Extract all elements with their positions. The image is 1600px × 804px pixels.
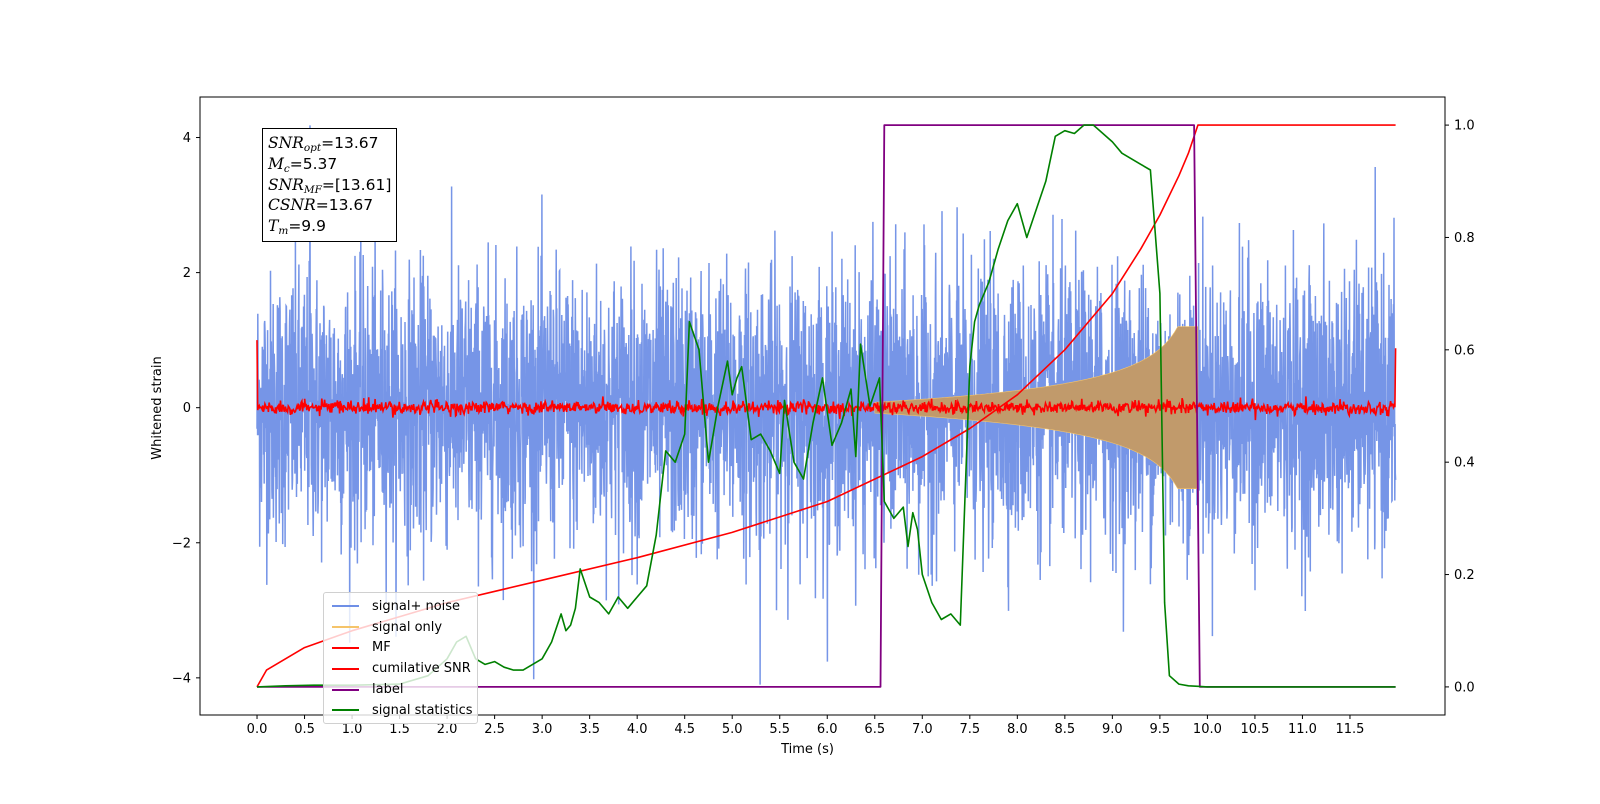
annotation-csnr: CSNR=13.67 <box>268 196 374 215</box>
plot-frame <box>199 96 1446 716</box>
x-tick-label: 11.5 <box>1335 722 1364 737</box>
annotation-csnr-value: =13.67 <box>315 196 374 215</box>
legend-label: signal statistics <box>372 702 473 718</box>
legend-item-label: label <box>324 679 477 700</box>
y-right-tick-label: 0.0 <box>1454 680 1475 695</box>
y-right-tick-label: 0.6 <box>1454 343 1475 358</box>
y-left-tick-label: 2 <box>183 266 191 281</box>
x-tick-label: 0.0 <box>247 722 268 737</box>
legend-item-mf: MF <box>324 638 477 659</box>
x-tick-label: 10.5 <box>1240 722 1269 737</box>
legend-swatch <box>332 709 359 712</box>
x-tick-label: 2.5 <box>484 722 505 737</box>
legend-item-signal-only: signal only <box>324 617 477 638</box>
legend-label: cumilative SNR <box>372 661 471 677</box>
y-left-tick-label: 0 <box>183 401 191 416</box>
x-tick-label: 5.0 <box>722 722 743 737</box>
plot-area <box>256 124 1397 688</box>
snr-annotation-box: SNRopt=13.67 Mc=5.37 SNRMF=[13.61] CSNR=… <box>262 128 398 242</box>
y-left-tick-label: −4 <box>172 671 191 686</box>
legend-label: signal only <box>372 619 443 635</box>
x-tick-label: 7.0 <box>912 722 933 737</box>
legend-swatch <box>332 688 359 691</box>
legend-item-signal-statistics: signal statistics <box>324 700 477 721</box>
x-tick-label: 9.0 <box>1102 722 1123 737</box>
x-tick-label: 4.0 <box>627 722 648 737</box>
y-right-tick-label: 0.8 <box>1454 231 1475 246</box>
legend-item-cumulative-snr: cumilative SNR <box>324 658 477 679</box>
x-tick-label: 6.0 <box>817 722 838 737</box>
legend-swatch <box>332 626 359 629</box>
x-tick-label: 8.5 <box>1055 722 1076 737</box>
series-signal-statistics-line <box>256 124 1396 688</box>
x-tick-label: 6.5 <box>864 722 885 737</box>
y-right-tick-label: 0.2 <box>1454 568 1475 583</box>
y-axis-label: Whitened strain <box>150 356 165 459</box>
legend-label: label <box>372 682 404 698</box>
x-tick-label: 1.0 <box>342 722 363 737</box>
annotation-snr-mf-value: =[13.61] <box>321 175 392 194</box>
y-right-tick-label: 0.4 <box>1454 456 1475 471</box>
annotation-snr-opt: SNRopt=13.67 <box>268 134 379 154</box>
annotation-mc-value: =5.37 <box>289 154 338 173</box>
annotation-tm: Tm=9.9 <box>268 217 326 238</box>
legend-swatch <box>332 605 359 608</box>
annotation-snr-opt-value: =13.67 <box>321 134 379 152</box>
x-axis-label: Time (s) <box>780 742 834 757</box>
x-tick-label: 5.5 <box>769 722 790 737</box>
x-tick-label: 11.0 <box>1288 722 1317 737</box>
legend-label: signal+ noise <box>372 598 461 614</box>
annotation-mc: Mc=5.37 <box>268 154 338 175</box>
x-tick-label: 3.5 <box>579 722 600 737</box>
x-tick-label: 2.0 <box>437 722 458 737</box>
x-tick-label: 1.5 <box>389 722 410 737</box>
legend: signal+ noise signal only MF cumilative … <box>323 592 478 724</box>
y-left-tick-label: −2 <box>172 536 191 551</box>
x-tick-label: 4.5 <box>674 722 695 737</box>
legend-item-signal-noise: signal+ noise <box>324 596 477 617</box>
y-left-tick-label: 4 <box>183 131 191 146</box>
x-tick-label: 3.0 <box>532 722 553 737</box>
series-signal-noise-line <box>256 125 1397 685</box>
legend-label: MF <box>372 640 391 656</box>
y-right-tick-label: 1.0 <box>1454 119 1475 134</box>
legend-swatch <box>332 667 359 670</box>
annotation-snr-mf: SNRMF=[13.61] <box>268 175 392 196</box>
legend-swatch <box>332 646 359 649</box>
x-tick-label: 10.0 <box>1193 722 1222 737</box>
x-tick-label: 8.0 <box>1007 722 1028 737</box>
annotation-tm-value: =9.9 <box>288 217 326 236</box>
x-tick-label: 9.5 <box>1150 722 1171 737</box>
x-tick-label: 0.5 <box>294 722 315 737</box>
x-tick-label: 7.5 <box>959 722 980 737</box>
